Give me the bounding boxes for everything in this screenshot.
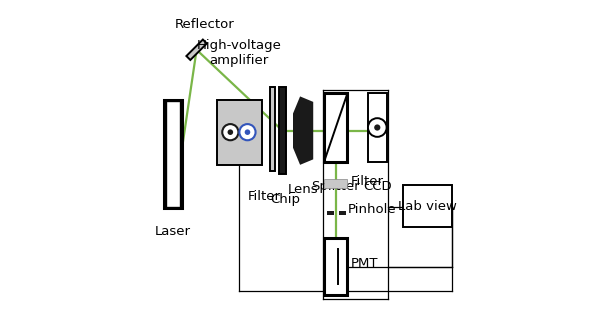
- Text: Chip: Chip: [271, 193, 300, 206]
- Bar: [324, 238, 348, 295]
- Bar: [270, 87, 274, 171]
- Bar: [327, 211, 335, 215]
- Text: Filter: Filter: [248, 190, 281, 203]
- Text: CCD: CCD: [363, 180, 392, 193]
- Text: Reflector: Reflector: [174, 18, 235, 31]
- Bar: [324, 93, 348, 162]
- Text: Filter: Filter: [351, 175, 384, 188]
- Text: Pinhole: Pinhole: [348, 203, 396, 216]
- Circle shape: [228, 129, 233, 135]
- Circle shape: [374, 124, 381, 131]
- Text: Splitter: Splitter: [311, 180, 360, 193]
- Circle shape: [244, 129, 251, 135]
- Text: Lab view: Lab view: [398, 200, 457, 212]
- Bar: [338, 211, 346, 215]
- Polygon shape: [187, 39, 207, 60]
- Text: Lens: Lens: [288, 183, 319, 197]
- Bar: [324, 179, 348, 188]
- Bar: [368, 93, 387, 162]
- Circle shape: [222, 124, 238, 140]
- Circle shape: [239, 124, 255, 140]
- Bar: [217, 100, 262, 165]
- Bar: [279, 87, 286, 174]
- Bar: [164, 100, 182, 208]
- Bar: [403, 185, 452, 227]
- Text: Laser: Laser: [155, 225, 191, 239]
- Circle shape: [368, 118, 387, 137]
- Text: High-voltage
amplifier: High-voltage amplifier: [197, 39, 282, 67]
- Text: PMT: PMT: [351, 257, 378, 270]
- Polygon shape: [293, 96, 313, 165]
- Bar: [166, 101, 180, 207]
